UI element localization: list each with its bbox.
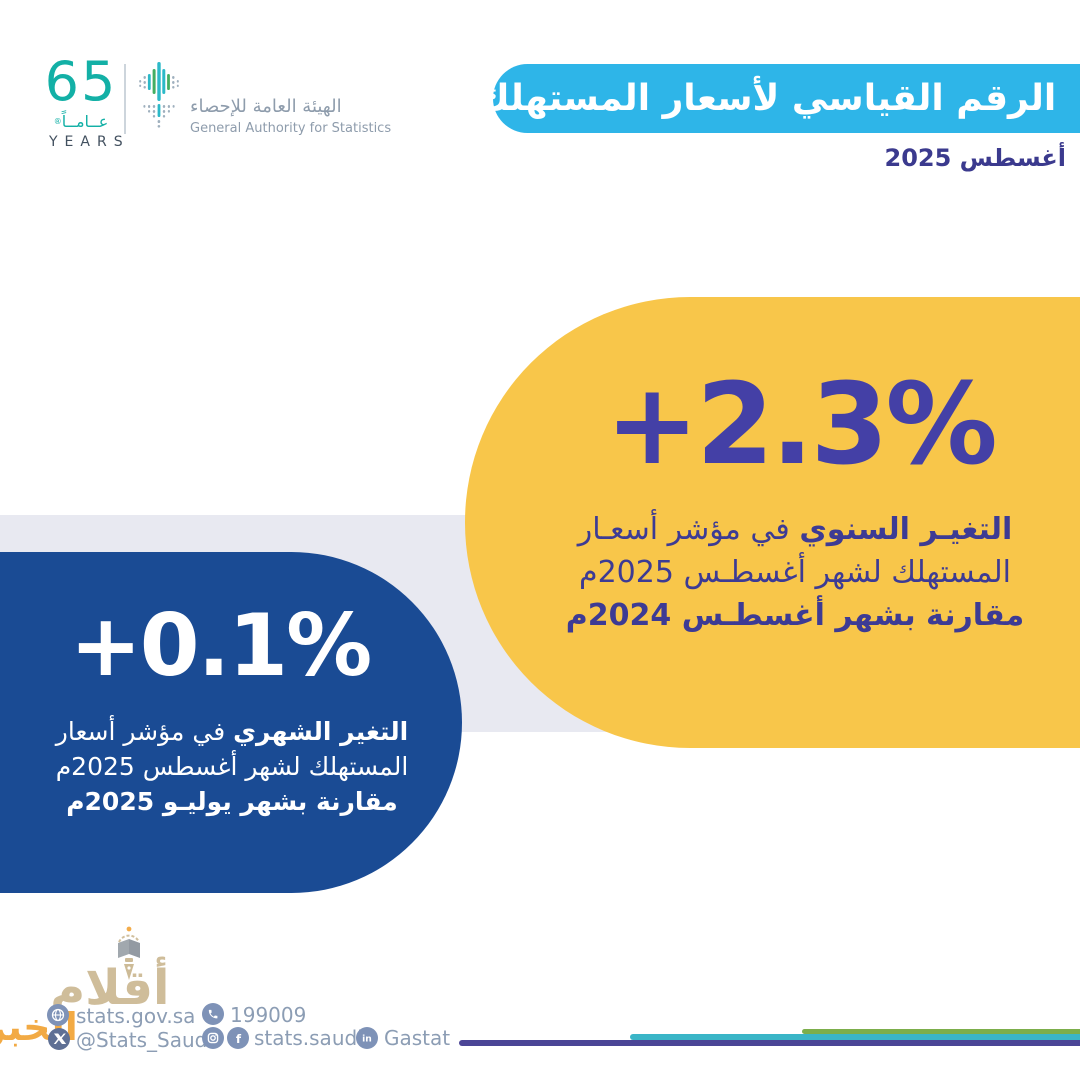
decorative-line-purple — [459, 1040, 1080, 1046]
anniversary-arabic-label: ®عــامــاً — [53, 112, 109, 131]
annual-desc-line2: المستهلك لشهر أغسطـس 2025م — [579, 555, 1011, 590]
header-divider — [124, 64, 126, 134]
page-title: الرقم القياسي لأسعار المستهلك — [476, 78, 1057, 119]
authority-name-block: الهيئة العامة للإحصاء General Authority … — [190, 96, 392, 137]
annual-desc-line1: في مؤشر أسعـار — [577, 512, 790, 547]
monthly-change-card — [0, 552, 462, 893]
svg-text:in: in — [362, 1034, 372, 1045]
annual-change-card — [465, 297, 1080, 748]
x-twitter-icon — [48, 1028, 70, 1050]
social-handle: stats.saudi — [254, 1026, 363, 1050]
phone-icon — [202, 1003, 224, 1025]
monthly-change-value: +0.1% — [69, 596, 373, 696]
decorative-line-green — [802, 1029, 1080, 1034]
registered-mark: ® — [53, 117, 62, 126]
facebook-icon: f — [227, 1027, 249, 1049]
monthly-desc-line1: في مؤشر أسعار — [55, 717, 226, 746]
instagram-icon — [202, 1027, 224, 1049]
annual-change-value: +2.3% — [605, 360, 997, 490]
anniversary-number: 65 — [44, 50, 118, 113]
title-banner: الرقم القياسي لأسعار المستهلك — [477, 64, 1080, 133]
phone-number: 199009 — [230, 1003, 307, 1027]
authority-name-arabic: الهيئة العامة للإحصاء — [190, 96, 342, 117]
watermark-lamp-icon — [118, 926, 140, 980]
linkedin-icon: in — [356, 1027, 378, 1049]
monthly-desc-lead: التغير الشهري — [233, 717, 409, 746]
gastat-palm-logo-icon — [139, 62, 179, 128]
annual-change-description: التغيـر السنوي في مؤشر أسعـار المستهلك ل… — [545, 508, 1045, 637]
monthly-change-description: التغير الشهري في مؤشر أسعار المستهلك لشه… — [18, 714, 446, 819]
report-month-label: أغسطس 2025 — [884, 144, 1067, 172]
annual-desc-line3: مقارنة بشهر أغسطـس 2024م — [565, 598, 1025, 633]
anniversary-english-label: YEARS — [49, 134, 130, 150]
globe-icon — [47, 1004, 69, 1026]
linkedin-handle: Gastat — [384, 1026, 451, 1050]
website-link: stats.gov.sa — [76, 1004, 196, 1028]
watermark-name: أقلام — [50, 960, 170, 1016]
annual-desc-lead: التغيـر السنوي — [799, 512, 1013, 547]
anniversary-logo: 65 ®عــامــاً YEARS — [42, 50, 130, 151]
authority-name-english: General Authority for Statistics — [190, 121, 392, 136]
svg-text:f: f — [236, 1032, 242, 1046]
decorative-line-teal — [630, 1034, 1080, 1040]
x-handle: @Stats_Saudi — [76, 1028, 213, 1052]
monthly-desc-line2: المستهلك لشهر أغسطس 2025م — [55, 752, 409, 781]
monthly-desc-line3: مقارنة بشهر يوليـو 2025م — [66, 787, 398, 816]
